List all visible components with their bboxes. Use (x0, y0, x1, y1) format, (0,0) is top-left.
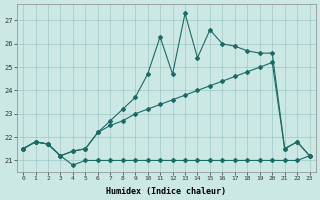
X-axis label: Humidex (Indice chaleur): Humidex (Indice chaleur) (106, 187, 226, 196)
